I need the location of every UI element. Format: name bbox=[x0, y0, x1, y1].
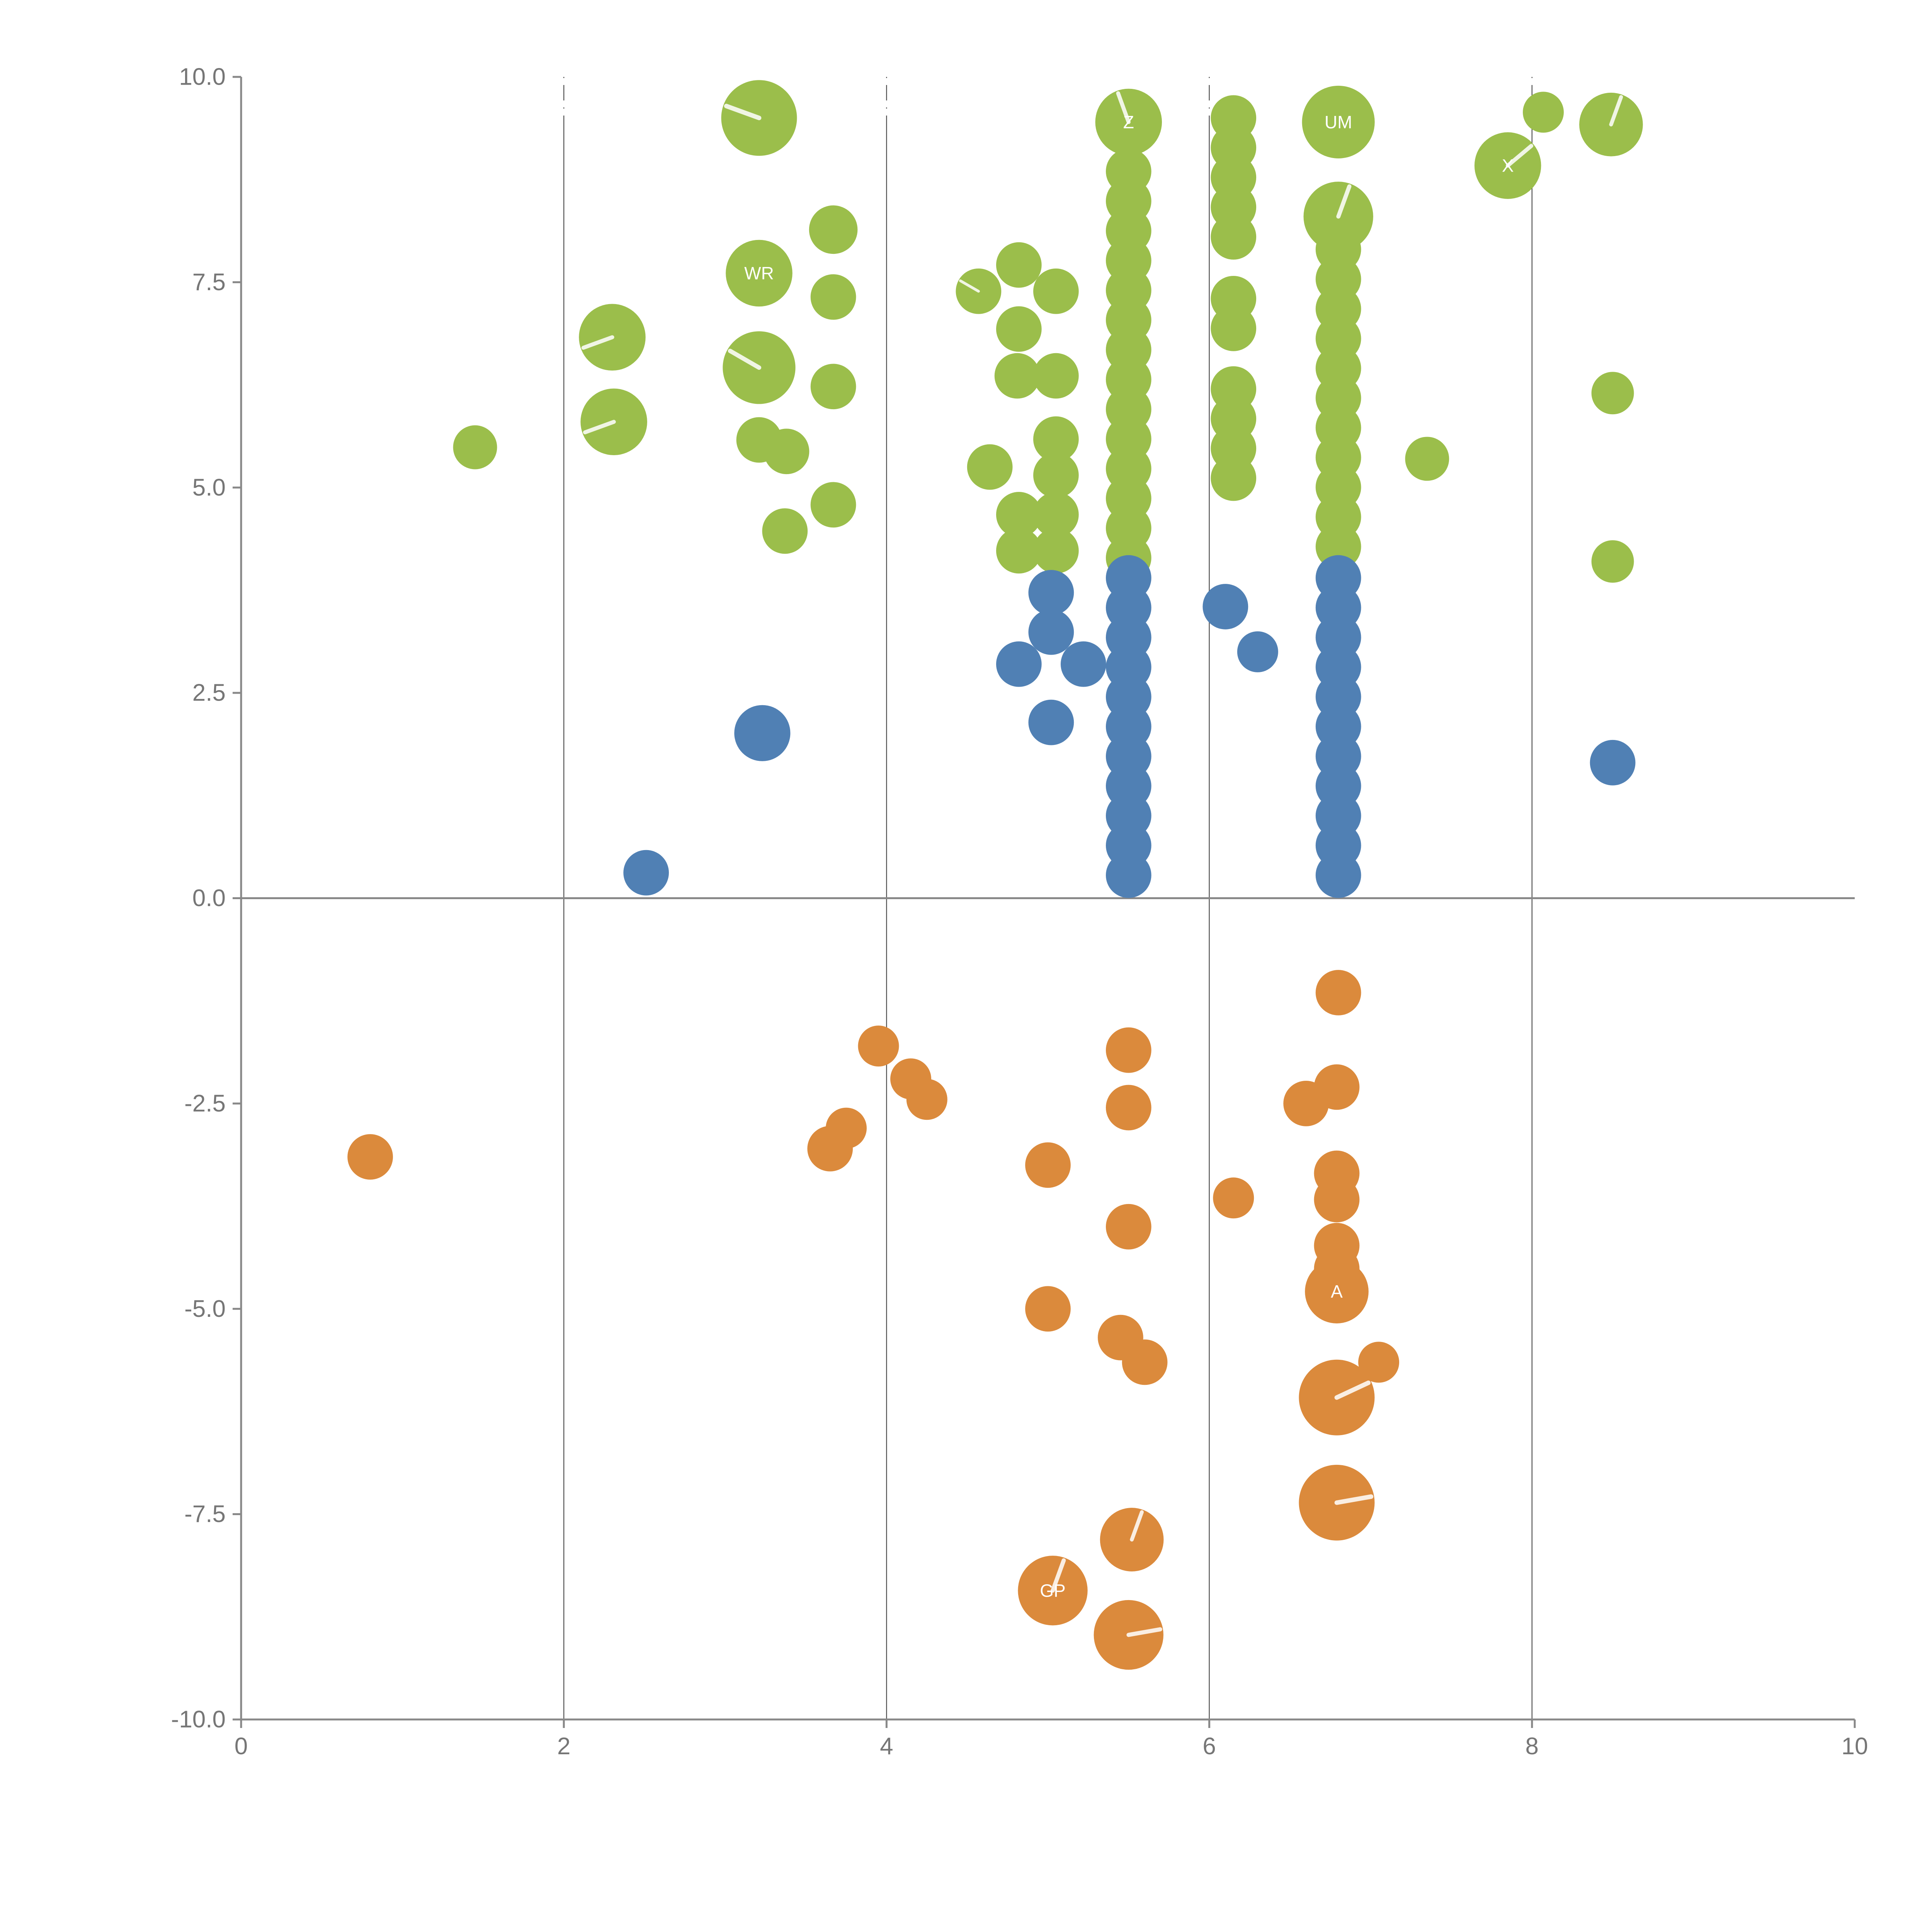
svg-text:-5.0: -5.0 bbox=[184, 1296, 226, 1322]
svg-text:2.5: 2.5 bbox=[192, 680, 226, 706]
svg-text:-2.5: -2.5 bbox=[184, 1090, 226, 1117]
svg-text:Z: Z bbox=[1123, 112, 1134, 132]
svg-text:A: A bbox=[1331, 1282, 1343, 1302]
svg-text:10: 10 bbox=[1842, 1733, 1868, 1760]
svg-text:8: 8 bbox=[1526, 1733, 1539, 1760]
svg-text:5.0: 5.0 bbox=[192, 474, 226, 501]
svg-text:7.5: 7.5 bbox=[192, 269, 226, 296]
svg-text:4: 4 bbox=[880, 1733, 893, 1760]
svg-text:GP: GP bbox=[1040, 1580, 1065, 1600]
svg-text:0.0: 0.0 bbox=[192, 885, 226, 912]
svg-text:-7.5: -7.5 bbox=[184, 1501, 226, 1527]
svg-text:6: 6 bbox=[1202, 1733, 1216, 1760]
svg-text:X: X bbox=[1502, 156, 1514, 176]
svg-text:UM: UM bbox=[1325, 112, 1352, 132]
svg-text:-10.0: -10.0 bbox=[171, 1706, 226, 1733]
svg-text:10.0: 10.0 bbox=[179, 64, 226, 90]
svg-text:2: 2 bbox=[557, 1733, 570, 1760]
svg-text:WR: WR bbox=[744, 263, 774, 283]
svg-text:0: 0 bbox=[235, 1733, 248, 1760]
